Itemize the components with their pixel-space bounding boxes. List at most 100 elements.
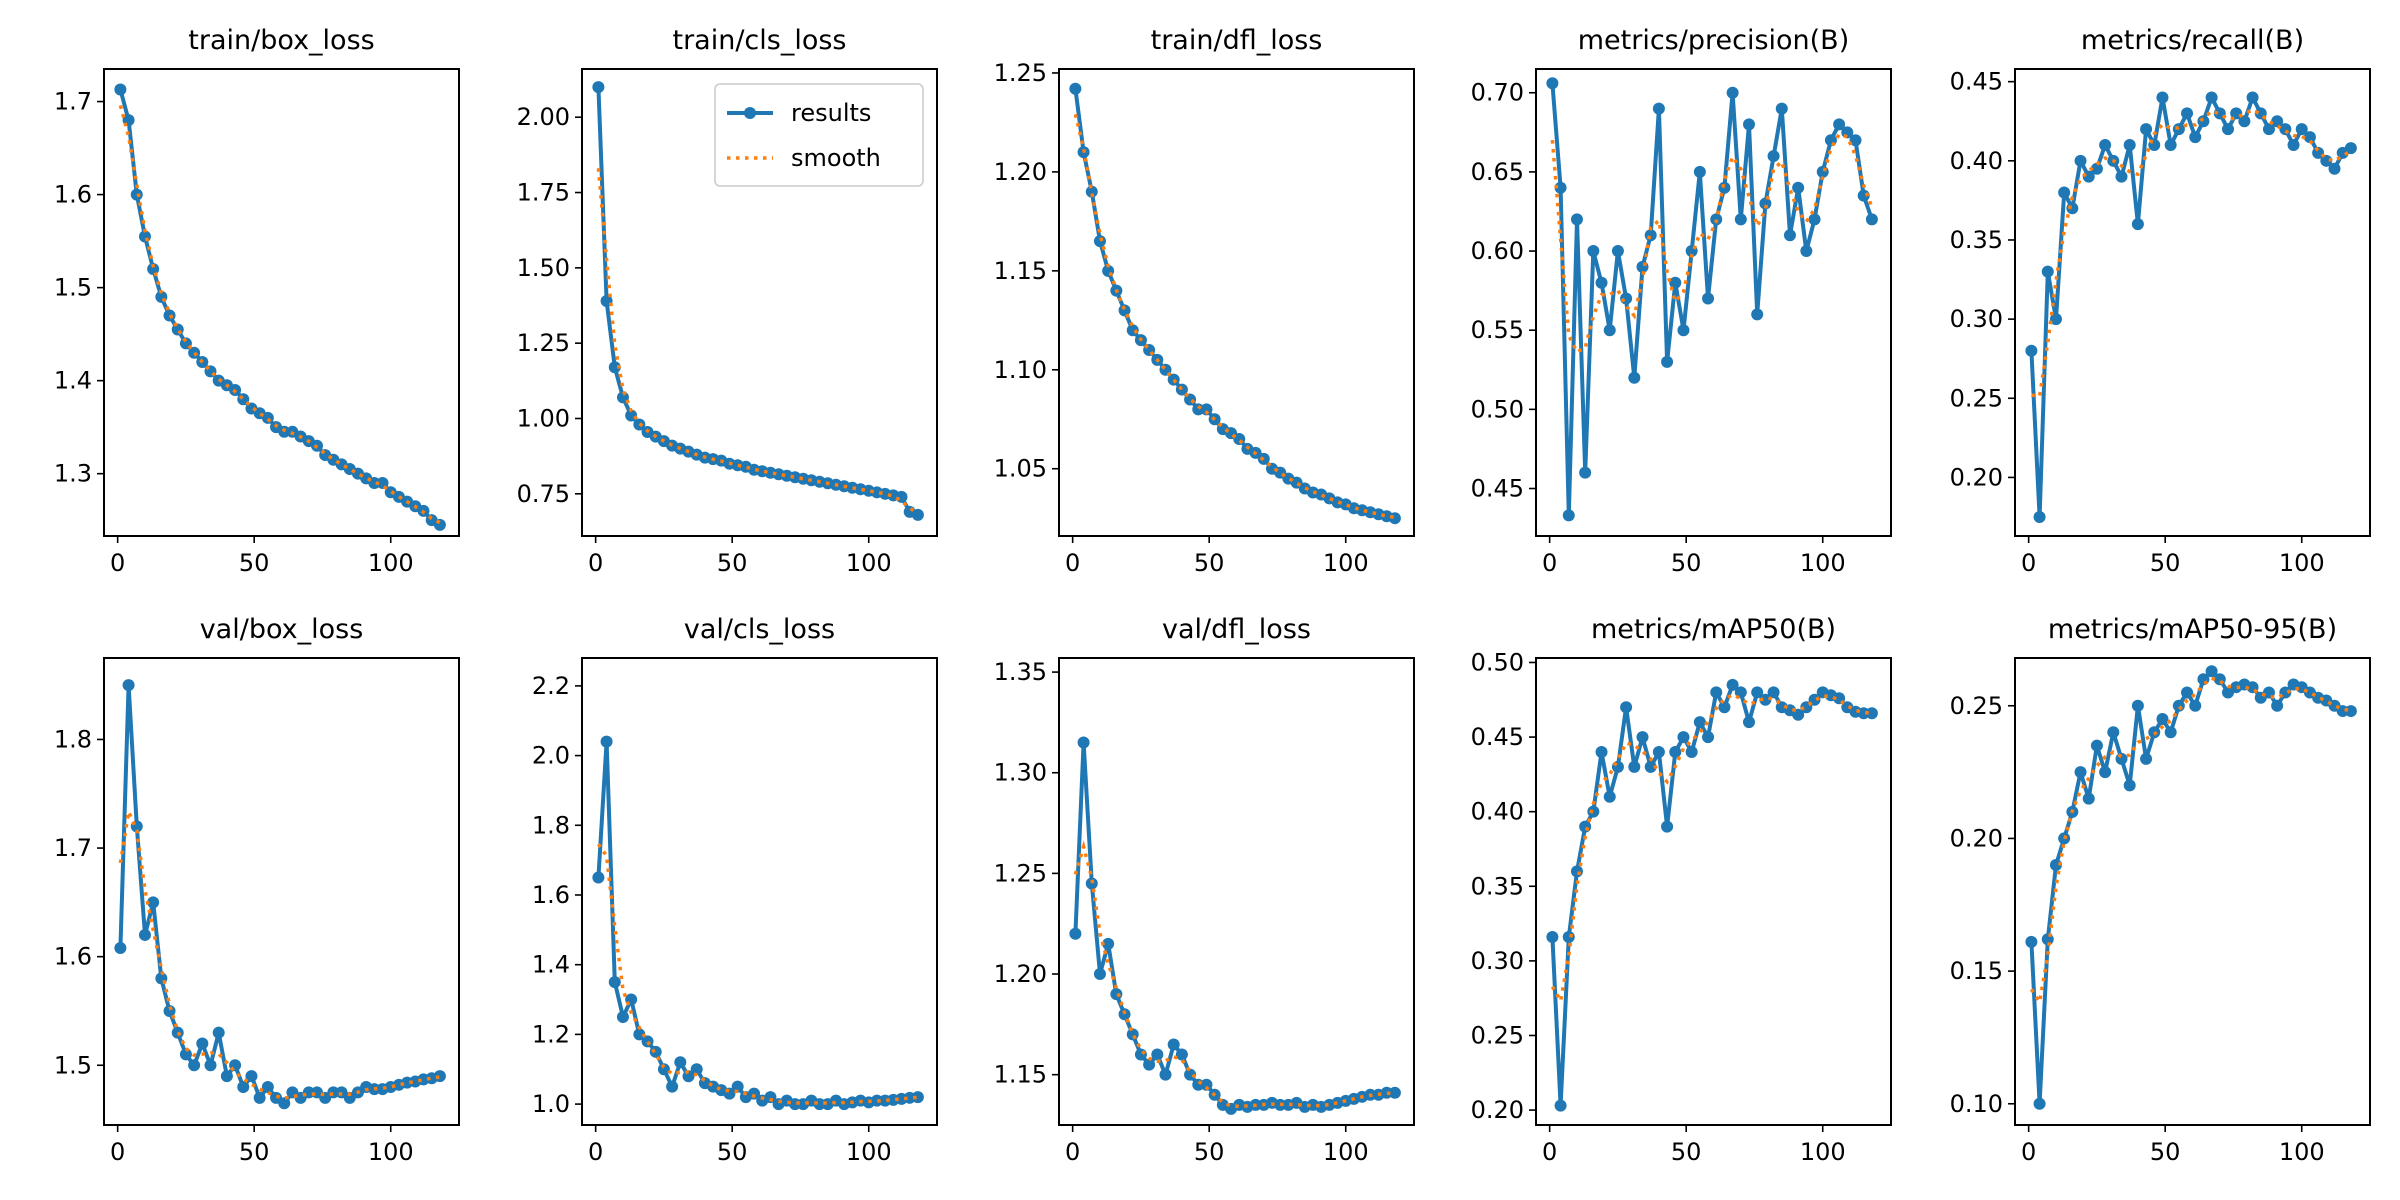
results-point <box>1865 707 1878 720</box>
y-tick-label: 1.5 <box>54 1051 92 1079</box>
plot-area <box>592 735 924 1111</box>
results-point <box>592 81 605 94</box>
smooth-line <box>1550 692 1873 1007</box>
y-tick-label: 1.5 <box>54 274 92 302</box>
results-line <box>1073 88 1396 521</box>
results-point <box>2099 766 2112 779</box>
results-point <box>2099 138 2112 151</box>
results-point <box>1628 371 1641 384</box>
y-tick-label: 0.40 <box>1471 798 1524 826</box>
results-point <box>2344 142 2357 155</box>
legend-smooth-label: smooth <box>791 144 881 172</box>
y-tick-label: 0.35 <box>1471 872 1524 900</box>
results-point <box>237 1080 250 1093</box>
y-tick-label: 1.15 <box>994 1061 1047 1089</box>
legend-results-marker-icon <box>744 107 756 119</box>
results-point <box>1579 820 1592 833</box>
x-tick-label: 50 <box>239 1138 270 1166</box>
y-tick-label: 0.45 <box>1950 68 2003 96</box>
results-point <box>2189 131 2202 144</box>
legend-frame <box>714 83 924 187</box>
results-point <box>1677 731 1690 744</box>
y-tick-label: 1.25 <box>994 59 1047 87</box>
y-tick-label: 1.15 <box>994 257 1047 285</box>
results-point <box>2172 699 2185 712</box>
results-point <box>1595 745 1608 758</box>
results-point <box>114 83 127 96</box>
y-tick-label: 1.0 <box>532 1090 570 1118</box>
x-tick-label: 100 <box>846 549 892 577</box>
results-point <box>641 1035 654 1048</box>
results-point <box>1611 760 1624 773</box>
y-tick-label: 1.4 <box>532 951 570 979</box>
results-point <box>764 1091 777 1104</box>
results-point <box>2328 162 2341 175</box>
subplot-title: val/box_loss <box>200 614 364 645</box>
results-point <box>1587 805 1600 818</box>
results-point <box>1554 181 1567 194</box>
results-point <box>1554 1099 1567 1112</box>
results-point <box>261 1080 274 1093</box>
results-point <box>1200 403 1213 416</box>
subplot-train-dfl-loss: train/dfl_loss 0 50 100 1.05 1.10 1.15 1.20 1.25 <box>994 25 1415 577</box>
results-point <box>1751 308 1764 321</box>
results-point <box>674 1056 687 1069</box>
results-point <box>2123 779 2136 792</box>
results-point <box>1562 931 1575 944</box>
y-tick-label: 1.7 <box>54 88 92 116</box>
x-tick-label: 100 <box>368 1138 414 1166</box>
axes-frame <box>103 68 460 537</box>
results-point <box>592 871 605 884</box>
results-point <box>138 928 151 941</box>
subplot-metrics-recall-b-: metrics/recall(B) 0 50 100 0.20 0.25 0.30 0.35 0… <box>1950 25 2371 577</box>
results-point <box>171 323 184 336</box>
x-tick-label: 100 <box>2279 549 2325 577</box>
subplot-metrics-map50-b-: metrics/mAP50(B) 0 50 100 0.20 0.25 0.30 0.35 0.… <box>1471 614 1892 1166</box>
results-point <box>1644 229 1657 242</box>
results-point <box>2189 699 2202 712</box>
y-tick-label: 1.20 <box>994 158 1047 186</box>
results-point <box>2205 91 2218 104</box>
results-point <box>220 1070 233 1083</box>
results-point <box>1718 701 1731 714</box>
subplot-title: train/cls_loss <box>672 25 846 56</box>
results-point <box>2033 511 2046 524</box>
y-tick-label: 0.45 <box>1471 475 1524 503</box>
x-tick-label: 0 <box>1065 1138 1080 1166</box>
results-point <box>1102 937 1115 950</box>
results-point <box>1833 118 1846 131</box>
y-tick-label: 0.20 <box>1471 1096 1524 1124</box>
results-point <box>2295 123 2308 136</box>
subplot-title: metrics/mAP50-95(B) <box>2048 614 2337 645</box>
results-point <box>245 1070 258 1083</box>
results-point <box>633 1028 646 1041</box>
results-point <box>2041 265 2054 278</box>
y-tick-label: 0.65 <box>1471 158 1524 186</box>
results-point <box>748 1087 761 1100</box>
results-point <box>1636 731 1649 744</box>
y-tick-label: 0.40 <box>1950 147 2003 175</box>
results-point <box>1570 213 1583 226</box>
x-tick-label: 50 <box>1671 1138 1702 1166</box>
results-point <box>1200 1078 1213 1091</box>
subplot-title: metrics/recall(B) <box>2081 25 2304 56</box>
plot-area <box>2025 665 2357 1110</box>
results-point <box>1126 1028 1139 1041</box>
results-point <box>2058 186 2071 199</box>
results-point <box>2213 673 2226 686</box>
results-point <box>1167 1038 1180 1051</box>
results-point <box>1857 189 1870 202</box>
results-point <box>1726 678 1739 691</box>
y-tick-label: 2.0 <box>532 742 570 770</box>
results-point <box>1611 245 1624 258</box>
y-tick-label: 1.75 <box>517 179 570 207</box>
x-tick-label: 0 <box>110 1138 125 1166</box>
y-tick-label: 1.50 <box>517 254 570 282</box>
smooth-line <box>118 104 441 525</box>
results-point <box>2025 344 2038 357</box>
x-tick-label: 50 <box>717 549 748 577</box>
y-tick-label: 1.6 <box>54 943 92 971</box>
results-point <box>1110 988 1123 1001</box>
y-tick-label: 1.35 <box>994 658 1047 686</box>
results-point <box>2181 686 2194 699</box>
